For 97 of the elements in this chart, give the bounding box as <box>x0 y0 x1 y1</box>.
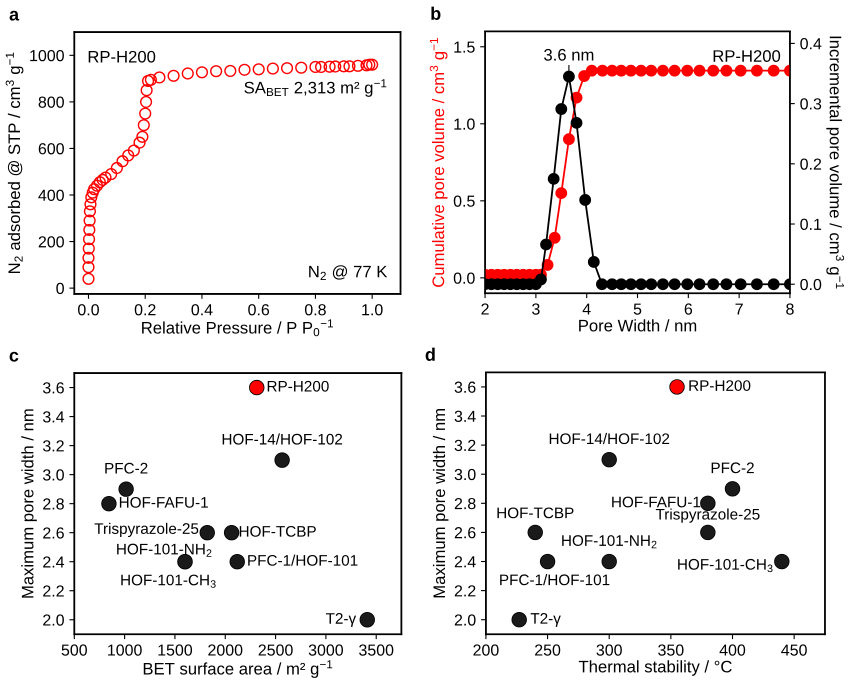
y-tick-label: 400 <box>38 190 64 201</box>
annotation: PFC-1/HOF-101 <box>248 554 358 566</box>
x-tick-label: 6 <box>684 303 692 315</box>
annotation: HOF-101-CH$_{3}$ <box>121 574 216 588</box>
y-tick-label: 3.4 <box>42 411 64 423</box>
y-tick-label: 1.0 <box>454 118 475 130</box>
x-tick-label: 0.6 <box>248 304 270 316</box>
annotation: Trispyrazole-25 <box>656 508 760 523</box>
y-tick-label: 0.5 <box>454 195 475 207</box>
annotation: 3.6 nm <box>544 48 594 61</box>
y-tick-label: 0.0 <box>454 272 475 284</box>
annotation: HOF-TCBP <box>240 526 316 537</box>
x-tick-label: 3 <box>532 303 540 315</box>
y2-axis-title: Incremental pore volume / cm$^{3}$ g$^{−1}$ <box>826 36 844 288</box>
annotation: T2-γ <box>326 613 356 627</box>
x-tick-label: 3000 <box>308 644 344 656</box>
x-tick-label: 5 <box>634 304 642 315</box>
x-tick-label: 4 <box>582 304 591 315</box>
y-tick-label: 2.8 <box>43 498 64 510</box>
annotation: HOF-FAFU-1 <box>120 496 208 508</box>
x-tick-label: 500 <box>62 644 87 656</box>
annotation: HOF-101-NH$_{2}$ <box>562 535 656 548</box>
x-tick-label: 200 <box>473 644 499 656</box>
y2-tick-label: 0.1 <box>800 218 822 230</box>
y-tick-label: 0 <box>56 282 64 294</box>
annotation: HOF-101-CH$_{3}$ <box>678 558 773 572</box>
annotation: Trispyrazole-25 <box>94 522 198 538</box>
annotation: T2-γ <box>530 612 561 627</box>
x-tick-label: 450 <box>781 644 807 656</box>
x-tick-label: 1500 <box>158 644 192 656</box>
y-axis-title: Maximum pore width / nm <box>432 409 448 598</box>
x-tick-label: 2500 <box>258 644 293 656</box>
chart-title: c <box>10 352 18 362</box>
y-tick-label: 1000 <box>30 50 64 62</box>
x-tick-label: 250 <box>535 644 560 656</box>
annotation: HOF-101-NH$_{2}$ <box>117 544 212 557</box>
y-tick-label: 2.8 <box>454 498 476 510</box>
annotation: HOF-TCBP <box>497 507 574 518</box>
y2-tick-label: 0.4 <box>800 38 822 50</box>
y-tick-label: 200 <box>38 236 64 248</box>
y-tick-label: 3.6 <box>454 382 476 393</box>
y-tick-label: 3.6 <box>42 382 64 394</box>
x-tick-label: 3500 <box>359 644 394 656</box>
y-axis-title: Maximum pore width / nm <box>21 409 37 598</box>
x-tick-label: 300 <box>596 644 622 656</box>
x-tick-label: 400 <box>720 644 746 656</box>
chart-title: a <box>10 10 20 21</box>
y-tick-label: 3.2 <box>454 440 476 452</box>
y-tick-label: 2.2 <box>43 585 64 597</box>
y-tick-label: 2.6 <box>43 527 64 539</box>
y-tick-label: 1.5 <box>454 42 475 53</box>
y-axis-title: N$_{2}$ adsorbed @ STP / cm$^{3}$ g$^{−1}$ <box>6 52 24 274</box>
annotation: RP-H200 <box>689 380 750 392</box>
y2-tick-label: 0.3 <box>800 98 822 110</box>
x-tick-label: 0.2 <box>134 304 156 316</box>
x-tick-label: 2 <box>481 303 489 315</box>
annotation: HOF-14/HOF-102 <box>550 432 670 444</box>
chart-title: b <box>431 6 440 20</box>
annotation: N$_{2}$ @ 77 K <box>309 265 388 280</box>
y2-tick-label: 0.2 <box>800 158 822 170</box>
y-tick-label: 2.4 <box>454 556 476 568</box>
y-tick-label: 2.0 <box>43 614 64 626</box>
annotation: PFC-1/HOF-101 <box>500 574 610 586</box>
annotation: HOF-FAFU-1 <box>612 496 700 508</box>
x-tick-label: 1000 <box>108 644 142 656</box>
x-tick-label: 0.4 <box>191 304 213 316</box>
x-axis-title: Pore Width / nm <box>579 319 696 332</box>
x-tick-label: 1.0 <box>362 304 383 316</box>
y-tick-label: 2.4 <box>43 556 64 568</box>
annotation: PFC-2 <box>105 462 148 474</box>
annotation: RP-H200 <box>88 50 156 63</box>
x-axis-title: Thermal stability / °C <box>578 660 732 676</box>
y2-tick-label: 0.0 <box>800 278 822 290</box>
x-tick-label: 0.8 <box>304 304 326 316</box>
y-tick-label: 2.0 <box>454 614 476 626</box>
chart-title: d <box>426 348 435 361</box>
annotation: HOF-14/HOF-102 <box>222 433 342 445</box>
annotation: RP-H200 <box>268 380 329 392</box>
x-tick-label: 2000 <box>208 644 242 656</box>
y-tick-label: 3.0 <box>42 469 64 481</box>
annotation: RP-H200 <box>714 50 780 62</box>
y-axis-title: Cumulative pore volume / cm$^{3}$ g$^{−1}$ <box>430 38 448 287</box>
x-axis-title: Relative Pressure / P P$_{0}$$^{−1}$ <box>142 319 334 336</box>
y-tick-label: 2.6 <box>454 527 476 538</box>
x-tick-label: 7 <box>736 304 743 315</box>
annotation: PFC-2 <box>712 462 754 474</box>
y-tick-label: 3.2 <box>42 440 64 452</box>
annotation: SA$_{BET}$ 2,313 m² g$^{−1}$ <box>244 79 386 97</box>
y-tick-label: 2.2 <box>454 585 476 596</box>
x-tick-label: 0.0 <box>78 304 99 316</box>
y-tick-label: 3.0 <box>454 468 476 480</box>
y-tick-label: 600 <box>38 143 64 154</box>
y-tick-label: 800 <box>38 96 64 108</box>
x-axis-title: BET surface area / m² g$^{−1}$ <box>144 660 332 678</box>
x-tick-label: 8 <box>786 303 794 315</box>
y-tick-label: 3.4 <box>454 410 476 422</box>
x-tick-label: 350 <box>658 644 684 656</box>
